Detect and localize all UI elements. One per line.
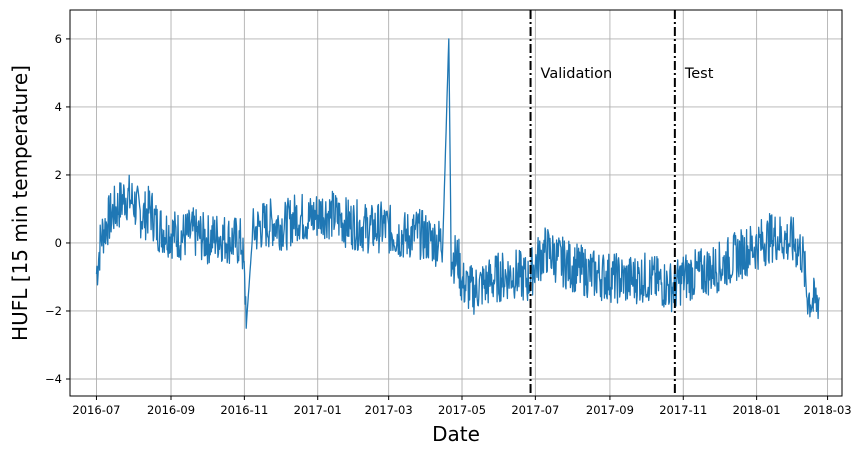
y-tick-label: 0 — [55, 236, 62, 250]
y-axis-label: HUFL [15 min temperature] — [8, 65, 32, 341]
x-tick-label: 2017-03 — [365, 403, 413, 417]
grid — [70, 10, 842, 396]
x-tick-label: 2016-11 — [220, 403, 268, 417]
series-layer — [95, 38, 820, 329]
y-tick-label: 6 — [55, 32, 62, 46]
x-tick-label: 2016-09 — [147, 403, 195, 417]
plot-frame — [69, 9, 843, 397]
y-tick-label: 4 — [55, 100, 62, 114]
x-tick-label: 2018-03 — [804, 403, 852, 417]
x-tick-label: 2018-01 — [733, 403, 781, 417]
x-tick-label: 2016-07 — [72, 403, 120, 417]
y-axis-ticks: −4 −2 0 2 4 6 — [45, 32, 70, 386]
x-tick-label: 2017-05 — [438, 403, 486, 417]
x-tick-label: 2017-01 — [294, 403, 342, 417]
x-tick-label: 2017-07 — [511, 403, 559, 417]
y-tick-label: −4 — [45, 372, 62, 386]
x-tick-label: 2017-11 — [659, 403, 707, 417]
y-tick-label: 2 — [55, 168, 62, 182]
x-tick-label: 2017-09 — [586, 403, 634, 417]
hufl-series-line — [95, 38, 820, 329]
x-axis-ticks: 2016-07 2016-09 2016-11 2017-01 2017-03 2017-… — [72, 396, 852, 417]
x-axis-label: Date — [432, 422, 480, 446]
y-tick-label: −2 — [45, 304, 62, 318]
split-label-validation: Validation — [541, 66, 613, 82]
split-lines: Validation Test — [529, 10, 714, 396]
split-label-test: Test — [684, 66, 714, 82]
